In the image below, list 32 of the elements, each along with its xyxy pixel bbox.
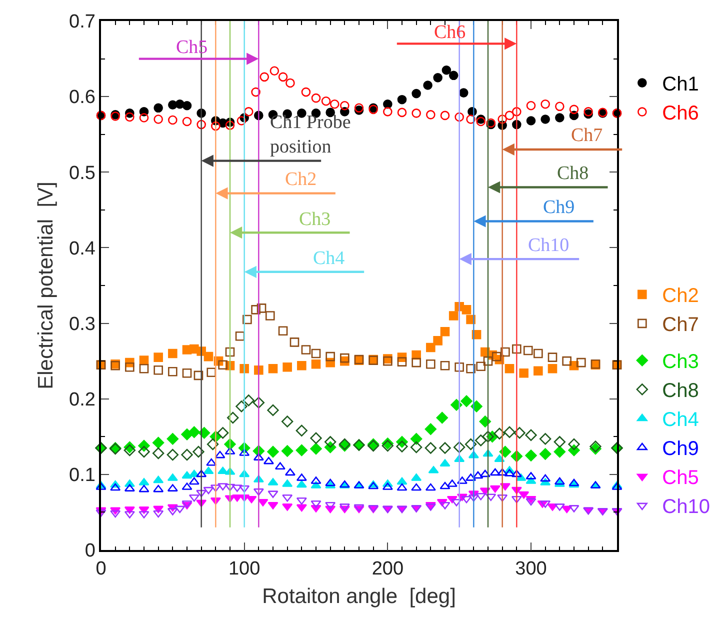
legend-label: Ch1 xyxy=(662,74,699,96)
annotation: Ch1 Probe position xyxy=(270,112,351,158)
y-tick-label: 0.4 xyxy=(69,238,96,260)
annotation: Ch8 xyxy=(557,163,589,184)
legend-label: Ch6 xyxy=(662,102,699,125)
legend-label: Ch5 xyxy=(662,467,699,490)
legend-label: Ch9 xyxy=(662,438,699,460)
y-axis-title: Electrical potential [V] xyxy=(34,182,58,390)
legend-label: Ch10 xyxy=(662,496,710,518)
x-tick-label: 100 xyxy=(228,558,260,580)
y-tick-label: 0.7 xyxy=(69,12,96,33)
legend-label: Ch3 xyxy=(662,351,699,374)
legend-label: Ch7 xyxy=(662,314,699,336)
annotation: Ch7 xyxy=(571,125,603,146)
annotation: Ch9 xyxy=(543,197,575,218)
annotation: Ch3 xyxy=(299,209,331,230)
annotation: Ch2 xyxy=(285,169,317,190)
y-tick-label: 0.1 xyxy=(69,465,96,486)
x-tick-label: 200 xyxy=(372,558,404,580)
annotation: Ch6 xyxy=(434,22,466,43)
y-tick-label: 0.2 xyxy=(69,390,96,411)
x-tick-label: 300 xyxy=(515,558,547,580)
y-tick-label: 0.3 xyxy=(69,314,96,335)
legend-label: Ch2 xyxy=(662,285,699,308)
y-tick-label: 0.5 xyxy=(69,162,96,184)
legend-label: Ch4 xyxy=(662,409,699,432)
y-tick-label: 0 xyxy=(84,540,96,562)
x-axis-title: Rotaiton angle [deg] xyxy=(262,585,456,608)
y-tick-label: 0.6 xyxy=(69,87,96,108)
annotation: Ch4 xyxy=(313,248,346,269)
legend-label: Ch8 xyxy=(662,380,699,402)
annotation: Ch10 xyxy=(528,235,570,256)
